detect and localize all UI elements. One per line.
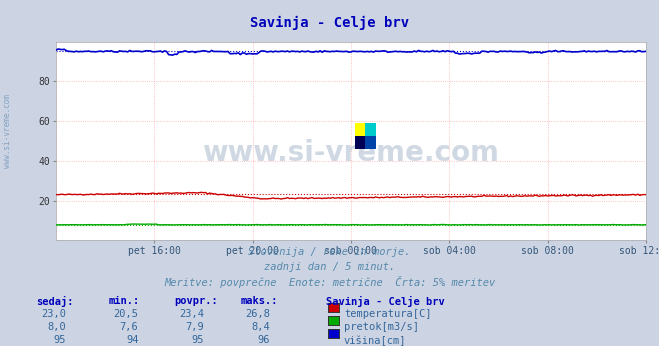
- Text: 94: 94: [126, 335, 138, 345]
- Text: 26,8: 26,8: [245, 309, 270, 319]
- Text: Slovenija / reke in morje.: Slovenija / reke in morje.: [248, 247, 411, 257]
- Text: Meritve: povprečne  Enote: metrične  Črta: 5% meritev: Meritve: povprečne Enote: metrične Črta:…: [164, 276, 495, 289]
- Text: 7,6: 7,6: [120, 322, 138, 332]
- Text: povpr.:: povpr.:: [175, 296, 218, 306]
- Text: 95: 95: [192, 335, 204, 345]
- Text: 7,9: 7,9: [186, 322, 204, 332]
- Text: višina[cm]: višina[cm]: [344, 335, 407, 346]
- Text: 8,4: 8,4: [252, 322, 270, 332]
- Text: 23,4: 23,4: [179, 309, 204, 319]
- Text: pretok[m3/s]: pretok[m3/s]: [344, 322, 419, 332]
- Text: 95: 95: [53, 335, 66, 345]
- Text: 20,5: 20,5: [113, 309, 138, 319]
- Text: 23,0: 23,0: [41, 309, 66, 319]
- Text: 8,0: 8,0: [47, 322, 66, 332]
- Text: maks.:: maks.:: [241, 296, 278, 306]
- Text: www.si-vreme.com: www.si-vreme.com: [202, 139, 500, 167]
- Text: min.:: min.:: [109, 296, 140, 306]
- Text: Savinja - Celje brv: Savinja - Celje brv: [326, 296, 445, 307]
- Text: sedaj:: sedaj:: [36, 296, 74, 307]
- Text: zadnji dan / 5 minut.: zadnji dan / 5 minut.: [264, 262, 395, 272]
- Text: 96: 96: [258, 335, 270, 345]
- Text: Savinja - Celje brv: Savinja - Celje brv: [250, 16, 409, 30]
- Text: www.si-vreme.com: www.si-vreme.com: [3, 94, 13, 169]
- Text: temperatura[C]: temperatura[C]: [344, 309, 432, 319]
